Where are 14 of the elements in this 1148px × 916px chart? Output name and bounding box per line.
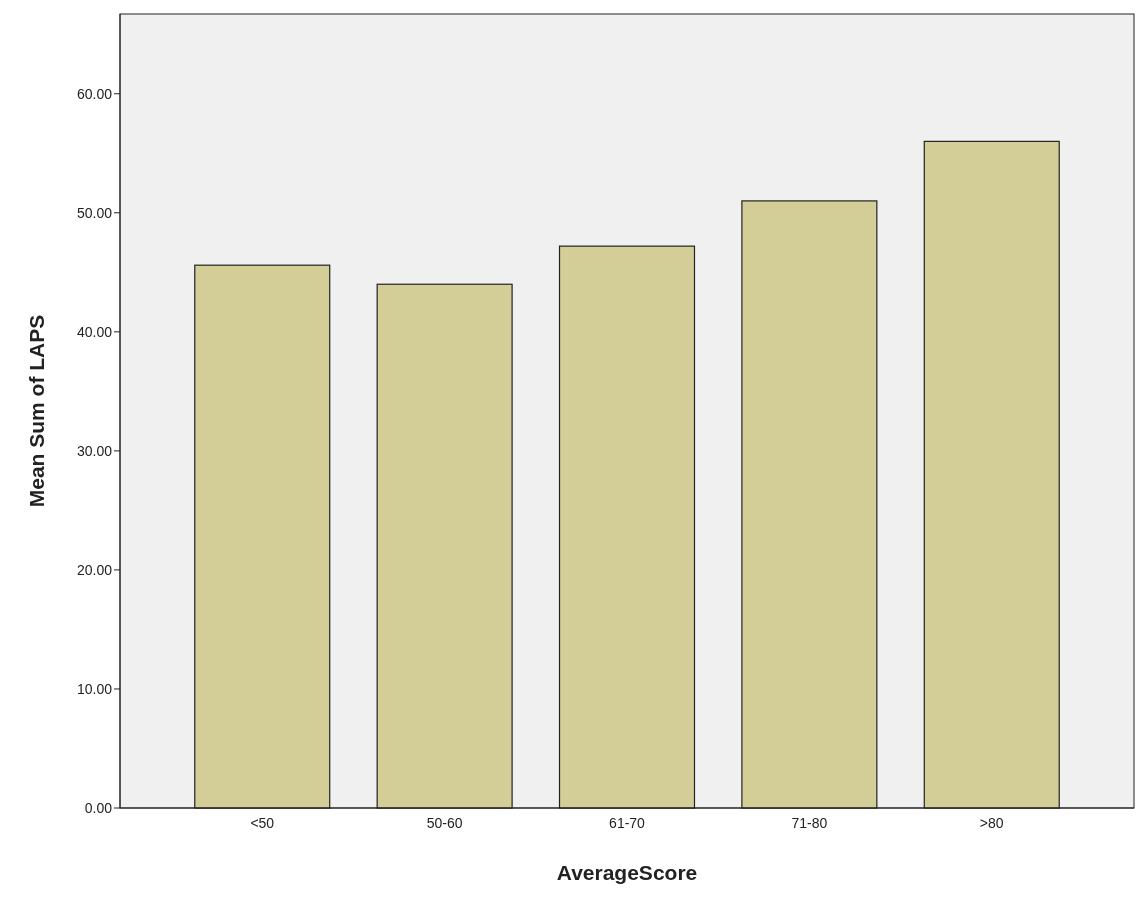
y-axis-title: Mean Sum of LAPS bbox=[25, 314, 48, 508]
x-tick-label: >80 bbox=[979, 815, 1004, 831]
y-tick-label: 10.00 bbox=[76, 680, 113, 697]
y-tick-label: 50.00 bbox=[76, 204, 113, 221]
x-tick-label: 71-80 bbox=[791, 815, 828, 831]
y-tick-label: 0.00 bbox=[84, 799, 113, 816]
y-tick-label: 60.00 bbox=[76, 85, 113, 102]
y-tick-label: 30.00 bbox=[76, 442, 113, 459]
x-axis-title: AverageScore bbox=[556, 861, 698, 884]
y-tick-label: 40.00 bbox=[76, 323, 113, 340]
x-tick-label: 61-70 bbox=[609, 815, 646, 831]
x-tick-label: <50 bbox=[250, 815, 275, 831]
y-tick-label: 20.00 bbox=[76, 561, 113, 578]
x-tick-label: 50-60 bbox=[426, 815, 463, 831]
